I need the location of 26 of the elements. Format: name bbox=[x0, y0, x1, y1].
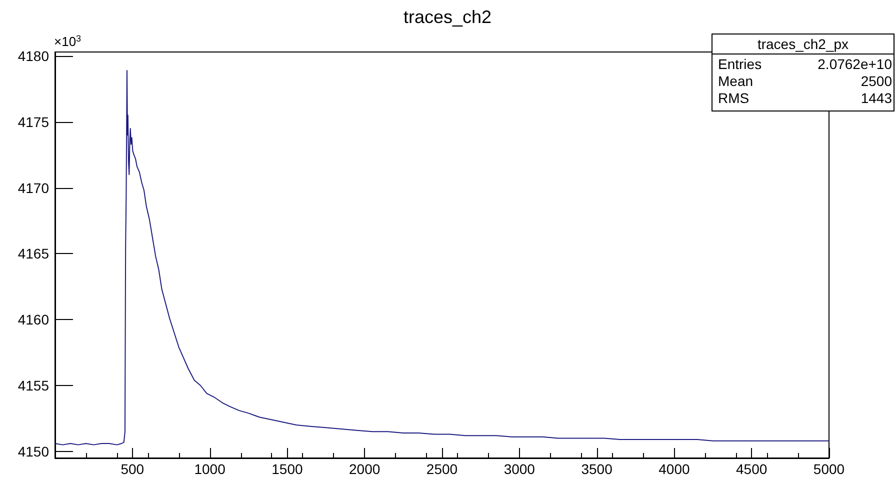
y-tick-label: 4180 bbox=[18, 48, 50, 64]
annotation: Entries bbox=[718, 56, 762, 72]
x-tick-label: 3000 bbox=[504, 461, 536, 477]
y-tick-label: 4175 bbox=[18, 114, 50, 130]
x-tick-label: 1000 bbox=[194, 461, 226, 477]
y-tick-label: 4155 bbox=[18, 378, 50, 394]
y-tick-label: 4150 bbox=[18, 443, 50, 460]
chart-title: traces_ch2 bbox=[403, 7, 492, 27]
x-tick-label: 1500 bbox=[272, 461, 303, 477]
x-tick-label: 2500 bbox=[426, 461, 458, 477]
annotation: traces_ch2_px bbox=[757, 36, 849, 52]
annotation: RMS bbox=[718, 90, 750, 106]
x-tick-label: 3500 bbox=[581, 461, 613, 477]
y-tick-label: 4165 bbox=[18, 246, 50, 262]
y-tick-label: 4170 bbox=[18, 180, 50, 196]
x-tick-label: 4000 bbox=[658, 461, 690, 477]
x-tick-label: 5000 bbox=[813, 461, 845, 477]
annotation: Mean bbox=[718, 73, 754, 89]
x-tick-label: 2000 bbox=[349, 461, 380, 477]
text: 2500 bbox=[860, 73, 892, 89]
y-tick-label: 4160 bbox=[18, 312, 50, 328]
text: 1443 bbox=[860, 90, 892, 106]
line-series bbox=[54, 70, 830, 446]
x-tick-label: 4500 bbox=[736, 461, 768, 477]
x-tick-label: 500 bbox=[120, 461, 144, 477]
annotation: 2.0762e+10 bbox=[818, 56, 892, 72]
